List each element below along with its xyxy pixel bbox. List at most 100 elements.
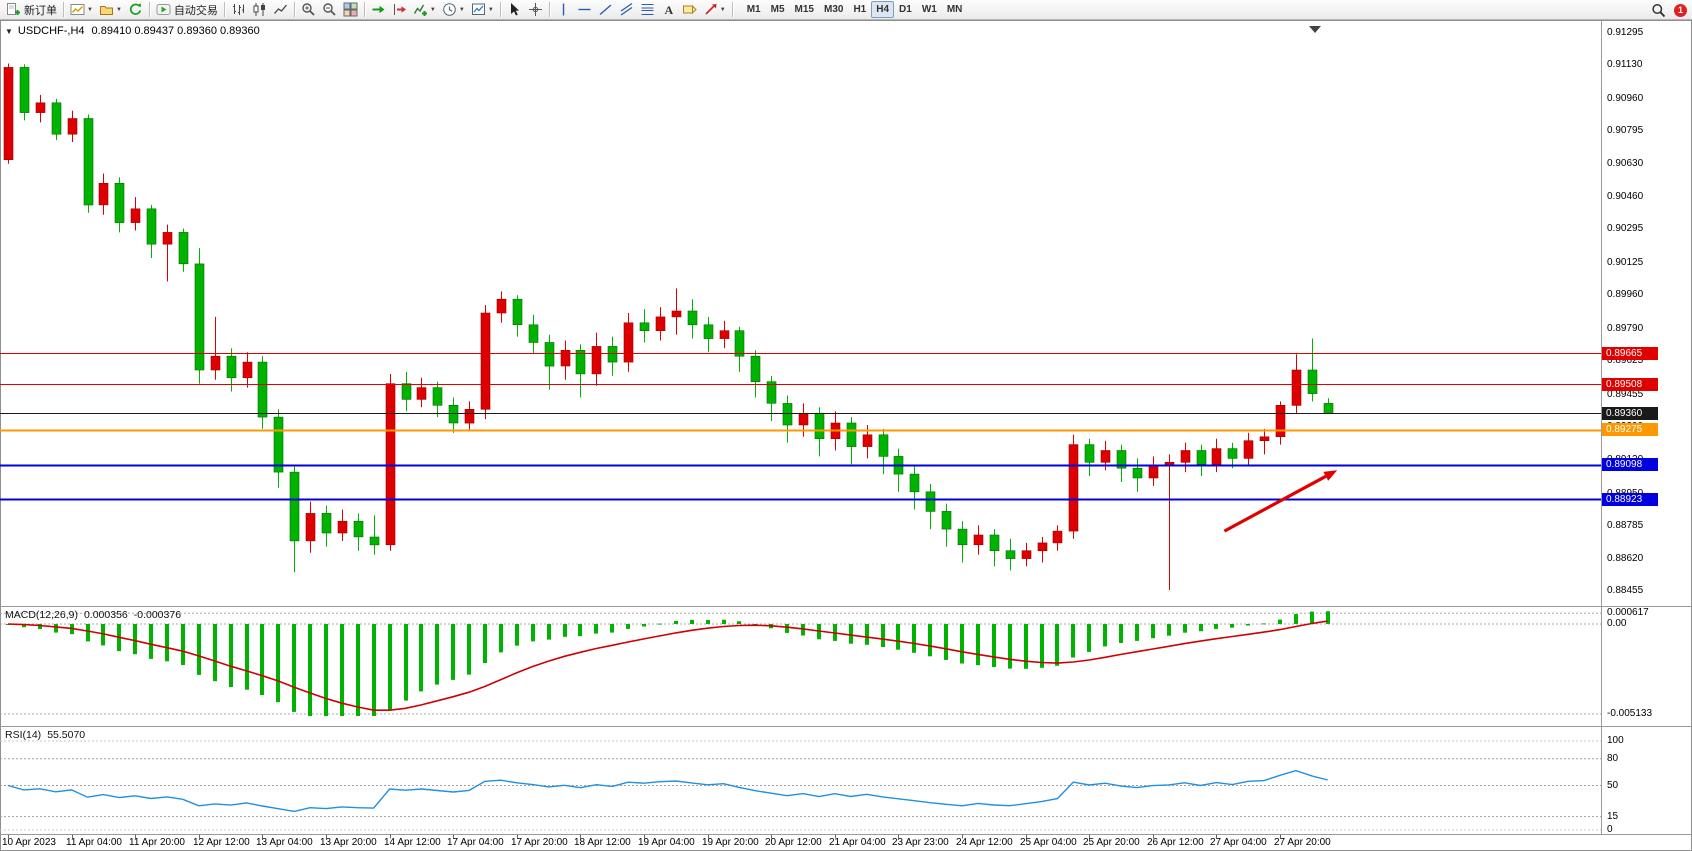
price-tag: 0.89098 [1602, 458, 1658, 471]
candlestick-icon [252, 2, 267, 17]
auto-scroll-button[interactable] [369, 1, 388, 18]
line-chart-button[interactable] [271, 1, 290, 18]
new-chart-icon [70, 2, 85, 17]
time-axis[interactable]: 10 Apr 2023 11 Apr 04:00 11 Apr 20:00 12 Ap… [0, 835, 1692, 851]
profiles-button[interactable]: ▼ [97, 1, 124, 18]
time-label: 25 Apr 20:00 [1083, 837, 1140, 848]
horizontal-line-button[interactable] [575, 1, 594, 18]
toolbar-separator [548, 2, 550, 17]
arrows-button[interactable]: ▼ [701, 1, 728, 18]
vertical-line-button[interactable] [554, 1, 573, 18]
price-scale[interactable]: 0.91295 0.91130 0.90960 0.90795 0.90630 0.904… [1601, 20, 1692, 835]
timeframes-toolbar: M1 M5 M15 M30 H1 H4 D1 W1 MN [742, 1, 968, 18]
zoom-out-icon [322, 2, 337, 17]
zoom-in-icon [301, 2, 316, 17]
macd-histogram [6, 611, 1330, 716]
timeframe-mn[interactable]: MN [946, 4, 963, 15]
autotrading-button-label: 自动交易 [173, 4, 218, 17]
chart-dropdown-icon[interactable]: ▼ [5, 26, 13, 36]
label-icon [682, 2, 697, 17]
dropdown-caret-icon: ▼ [458, 6, 465, 13]
timeframe-d1[interactable]: D1 [899, 4, 912, 15]
cursor-button[interactable] [505, 1, 524, 18]
time-label: 13 Apr 20:00 [320, 837, 377, 848]
timeframe-m1[interactable]: M1 [746, 4, 761, 15]
indicators-button[interactable]: ▼ [411, 1, 438, 18]
price-tick-label: 0.91130 [1607, 59, 1643, 70]
timeframe-m15[interactable]: M15 [794, 4, 814, 15]
time-label: 17 Apr 04:00 [447, 837, 504, 848]
price-tick-label: 0.88620 [1607, 553, 1644, 564]
price-tick-label: 0.89625 [1607, 355, 1644, 366]
chart-shift-button[interactable] [390, 1, 409, 18]
chart-ohlc: 0.89410 0.89437 0.89360 0.89360 [91, 25, 260, 37]
autotrading-icon [156, 2, 171, 17]
toolbar-separator [148, 2, 150, 17]
crosshair-button[interactable] [526, 1, 545, 18]
price-tick-label: 0.90630 [1607, 158, 1644, 169]
rsi-label: RSI(14) 55.5070 [5, 729, 91, 741]
tile-windows-button[interactable] [341, 1, 360, 18]
dropdown-caret-icon: ▼ [429, 6, 436, 13]
price-tag: 0.88923 [1602, 493, 1658, 506]
timeframe-m30[interactable]: M30 [823, 4, 844, 15]
rsi-tick-label: 80 [1607, 753, 1619, 764]
text-button[interactable]: A [659, 1, 678, 18]
macd-name: MACD(12,26,9) [5, 609, 78, 621]
indicators-icon [413, 2, 428, 17]
macd-signal-value: -0.000376 [133, 609, 182, 621]
timeframe-m5[interactable]: M5 [770, 4, 785, 15]
time-label: 12 Apr 12:00 [193, 837, 250, 848]
trendline-button[interactable] [596, 1, 615, 18]
macd-grid [0, 612, 1601, 715]
price-tag: 0.89508 [1602, 378, 1658, 391]
time-label: 13 Apr 04:00 [256, 837, 313, 848]
time-label: 10 Apr 2023 [2, 837, 56, 848]
search-button[interactable] [1649, 2, 1668, 19]
new-order-button[interactable]: 新订单 [4, 1, 59, 18]
channel-button[interactable] [617, 1, 636, 18]
fibonacci-button[interactable] [638, 1, 657, 18]
timeframe-h4[interactable]: H4 [871, 1, 895, 18]
time-label: 11 Apr 20:00 [129, 837, 185, 848]
price-tick-label: 0.90795 [1607, 125, 1644, 136]
refresh-button[interactable] [126, 1, 145, 18]
timeframe-h1[interactable]: H1 [853, 4, 867, 15]
periods-icon [442, 2, 457, 17]
macd-tick-label: 0.00 [1607, 618, 1627, 629]
toolbar-separator [63, 2, 64, 17]
toolbar-separator [731, 2, 733, 17]
time-label: 14 Apr 12:00 [384, 837, 441, 848]
time-label: 20 Apr 12:00 [765, 837, 822, 848]
notification-badge[interactable]: 1 [1674, 3, 1687, 17]
price-tick-label: 0.88455 [1607, 585, 1644, 596]
arrows-icon [703, 2, 718, 17]
templates-button[interactable]: ▼ [469, 1, 496, 18]
zoom-in-button[interactable] [299, 1, 318, 18]
templates-icon [471, 2, 486, 17]
new-chart-button[interactable]: ▼ [68, 1, 95, 18]
price-tick-label: 0.89790 [1607, 323, 1644, 334]
timeframe-w1[interactable]: W1 [921, 4, 937, 15]
trend-arrow-annotation[interactable] [1223, 470, 1338, 533]
price-tick-label: 0.91295 [1607, 27, 1644, 38]
price-tick-label: 0.90460 [1607, 191, 1644, 202]
periods-button[interactable]: ▼ [440, 1, 467, 18]
candlestick-button[interactable] [250, 1, 269, 18]
dropdown-caret-icon: ▼ [719, 6, 726, 13]
bar-chart-button[interactable] [229, 1, 248, 18]
autotrading-button[interactable]: 自动交易 [154, 1, 220, 18]
rsi-grid [0, 740, 1601, 831]
horizontal-level-lines[interactable] [0, 353, 1601, 501]
zoom-out-button[interactable] [320, 1, 339, 18]
time-label: 19 Apr 04:00 [638, 837, 695, 848]
macd-tick-label: -0.005133 [1607, 708, 1653, 719]
label-button[interactable] [680, 1, 699, 18]
bar-chart-icon [231, 2, 246, 17]
price-tick-label: 0.90295 [1607, 223, 1644, 234]
toolbar: 新订单 ▼ ▼ 自动交易 ▼ ▼ ▼ A ▼ M1 M5 M15 M30 H1 H4 D1 W1 MN 1 [0, 0, 1692, 20]
cursor-icon [507, 2, 522, 17]
chart-shift-marker[interactable] [1309, 26, 1321, 33]
